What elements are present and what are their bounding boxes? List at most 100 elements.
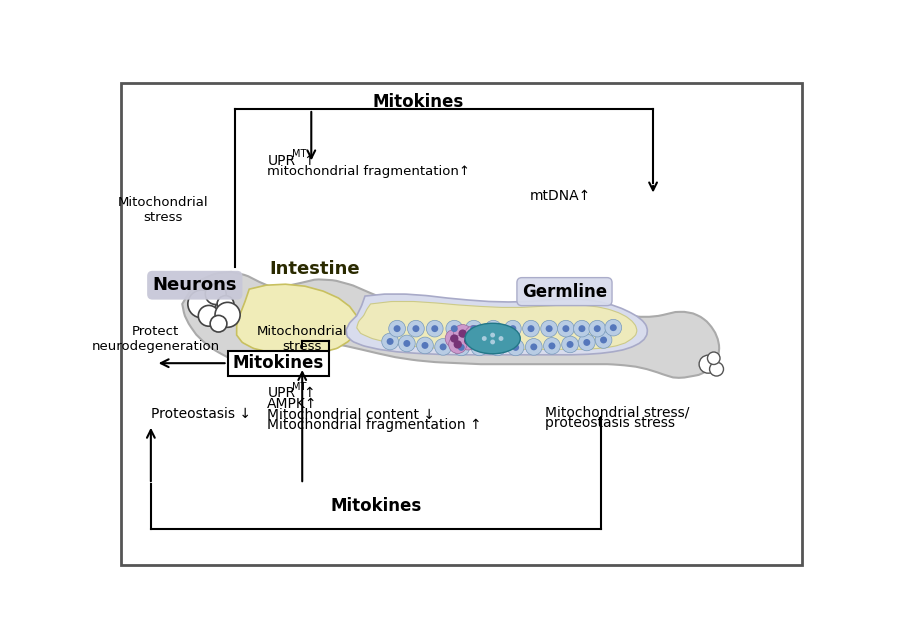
Ellipse shape <box>471 339 488 356</box>
Text: Mitokines: Mitokines <box>330 497 422 515</box>
Ellipse shape <box>464 326 483 344</box>
FancyBboxPatch shape <box>121 83 802 565</box>
Ellipse shape <box>490 339 506 356</box>
Ellipse shape <box>431 325 438 332</box>
Ellipse shape <box>610 324 616 331</box>
Text: Mitochondrial content ↓: Mitochondrial content ↓ <box>267 408 436 422</box>
Text: Mitochondrial fragmentation ↑: Mitochondrial fragmentation ↑ <box>267 419 482 433</box>
Ellipse shape <box>508 339 524 356</box>
Text: MT: MT <box>292 149 307 160</box>
Ellipse shape <box>382 333 399 350</box>
Ellipse shape <box>210 315 227 332</box>
Ellipse shape <box>470 330 478 338</box>
Ellipse shape <box>399 335 415 352</box>
Ellipse shape <box>387 338 393 345</box>
Ellipse shape <box>417 337 434 354</box>
Ellipse shape <box>217 296 234 312</box>
Ellipse shape <box>505 320 521 337</box>
Text: proteostasis stress: proteostasis stress <box>545 417 675 430</box>
Ellipse shape <box>562 325 570 332</box>
Ellipse shape <box>476 344 483 351</box>
Ellipse shape <box>451 325 458 332</box>
Ellipse shape <box>458 329 467 338</box>
Ellipse shape <box>526 338 542 355</box>
Ellipse shape <box>465 323 520 354</box>
Ellipse shape <box>548 342 555 349</box>
Ellipse shape <box>188 290 216 318</box>
Ellipse shape <box>512 344 519 351</box>
Ellipse shape <box>439 344 446 351</box>
Ellipse shape <box>454 324 472 342</box>
Ellipse shape <box>490 325 497 332</box>
Text: Proteostasis ↓: Proteostasis ↓ <box>151 406 251 420</box>
Text: Germline: Germline <box>522 283 607 301</box>
Ellipse shape <box>494 344 501 351</box>
Ellipse shape <box>557 320 574 337</box>
Ellipse shape <box>421 342 428 349</box>
Ellipse shape <box>545 325 553 332</box>
Text: Mitochondrial
stress: Mitochondrial stress <box>117 196 208 224</box>
Ellipse shape <box>459 332 477 350</box>
Ellipse shape <box>523 320 539 337</box>
Ellipse shape <box>589 320 606 337</box>
Text: Mitochondrial stress/: Mitochondrial stress/ <box>545 406 689 420</box>
Ellipse shape <box>389 320 405 337</box>
Ellipse shape <box>435 338 452 355</box>
Text: Mitokines: Mitokines <box>373 92 464 111</box>
Ellipse shape <box>527 325 535 332</box>
Ellipse shape <box>198 305 220 326</box>
Ellipse shape <box>605 319 622 336</box>
Ellipse shape <box>530 344 537 351</box>
Ellipse shape <box>205 284 226 304</box>
Ellipse shape <box>579 334 595 351</box>
Ellipse shape <box>699 355 717 373</box>
Ellipse shape <box>707 352 720 365</box>
Ellipse shape <box>509 325 517 332</box>
Ellipse shape <box>408 320 424 337</box>
Ellipse shape <box>600 337 607 344</box>
Ellipse shape <box>453 339 470 356</box>
Text: Mitokines: Mitokines <box>233 354 324 372</box>
Text: UPR: UPR <box>267 386 295 400</box>
Ellipse shape <box>403 340 410 347</box>
Polygon shape <box>346 294 647 355</box>
Ellipse shape <box>491 333 495 337</box>
Ellipse shape <box>485 320 501 337</box>
Polygon shape <box>237 284 358 354</box>
Ellipse shape <box>594 325 601 332</box>
Ellipse shape <box>454 340 462 349</box>
Ellipse shape <box>393 325 400 332</box>
Bar <box>228 351 328 376</box>
Text: Mitochondrial
stress: Mitochondrial stress <box>256 326 347 353</box>
Text: mtDNA↑: mtDNA↑ <box>529 189 591 203</box>
Ellipse shape <box>541 320 557 337</box>
Ellipse shape <box>595 331 612 348</box>
Ellipse shape <box>482 336 487 341</box>
Text: UPR: UPR <box>267 154 295 168</box>
Ellipse shape <box>450 335 458 343</box>
Ellipse shape <box>709 362 724 376</box>
Ellipse shape <box>544 338 561 354</box>
Ellipse shape <box>471 325 477 332</box>
Text: ↑: ↑ <box>303 386 314 400</box>
Ellipse shape <box>583 339 590 346</box>
Ellipse shape <box>573 320 590 337</box>
Text: AMPK↑: AMPK↑ <box>267 397 318 411</box>
Ellipse shape <box>458 344 464 351</box>
Ellipse shape <box>412 325 419 332</box>
Text: Protect
neurodegeneration: Protect neurodegeneration <box>92 326 220 353</box>
Ellipse shape <box>579 325 585 332</box>
Polygon shape <box>356 301 637 349</box>
Text: Intestine: Intestine <box>269 260 360 278</box>
Ellipse shape <box>215 303 240 328</box>
Ellipse shape <box>446 329 464 347</box>
Text: ↑: ↑ <box>303 154 314 168</box>
Polygon shape <box>182 272 719 378</box>
Ellipse shape <box>464 337 473 345</box>
Ellipse shape <box>562 336 579 353</box>
Text: MT: MT <box>292 382 307 392</box>
Ellipse shape <box>491 340 495 344</box>
Ellipse shape <box>449 335 467 353</box>
Text: mitochondrial fragmentation↑: mitochondrial fragmentation↑ <box>267 165 471 178</box>
Ellipse shape <box>427 320 443 337</box>
